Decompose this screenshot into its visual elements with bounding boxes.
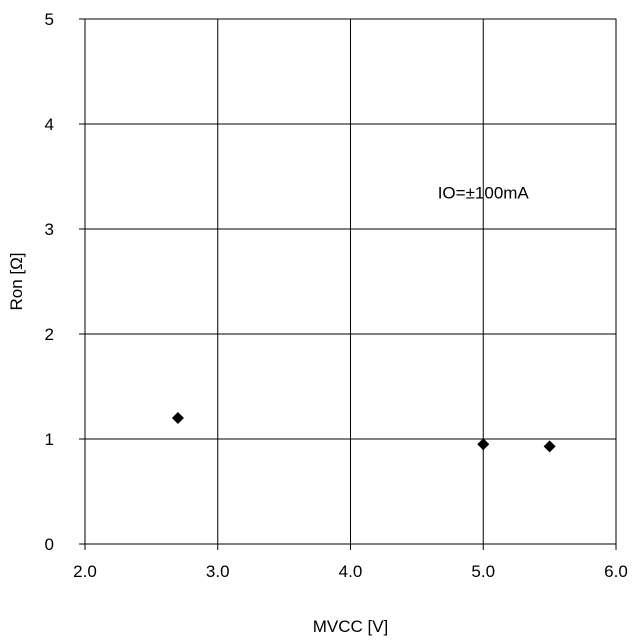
y-tick-label: 4 — [45, 115, 54, 134]
x-axis: 2.0 3.0 4.0 5.0 6.0 — [73, 544, 628, 581]
y-tick-label: 5 — [45, 10, 54, 29]
y-axis: 0 1 2 3 4 5 — [45, 10, 85, 554]
annotation-label: IO=±100mA — [438, 183, 530, 202]
x-tick-label: 4.0 — [339, 562, 363, 581]
y-tick-label: 0 — [45, 535, 54, 554]
data-point-diamond — [171, 412, 184, 424]
data-point-diamond — [543, 440, 556, 453]
y-tick-label: 2 — [45, 325, 54, 344]
data-point-diamond — [477, 438, 490, 451]
y-axis-label: Ron [Ω] — [7, 252, 26, 310]
y-tick-label: 1 — [45, 430, 54, 449]
data-points — [171, 412, 556, 453]
x-tick-label: 5.0 — [471, 562, 495, 581]
x-axis-label: MVCC [V] — [313, 617, 389, 636]
x-tick-label: 3.0 — [206, 562, 230, 581]
x-tick-label: 6.0 — [604, 562, 628, 581]
grid — [85, 19, 616, 544]
y-tick-label: 3 — [45, 220, 54, 239]
x-tick-label: 2.0 — [73, 562, 97, 581]
